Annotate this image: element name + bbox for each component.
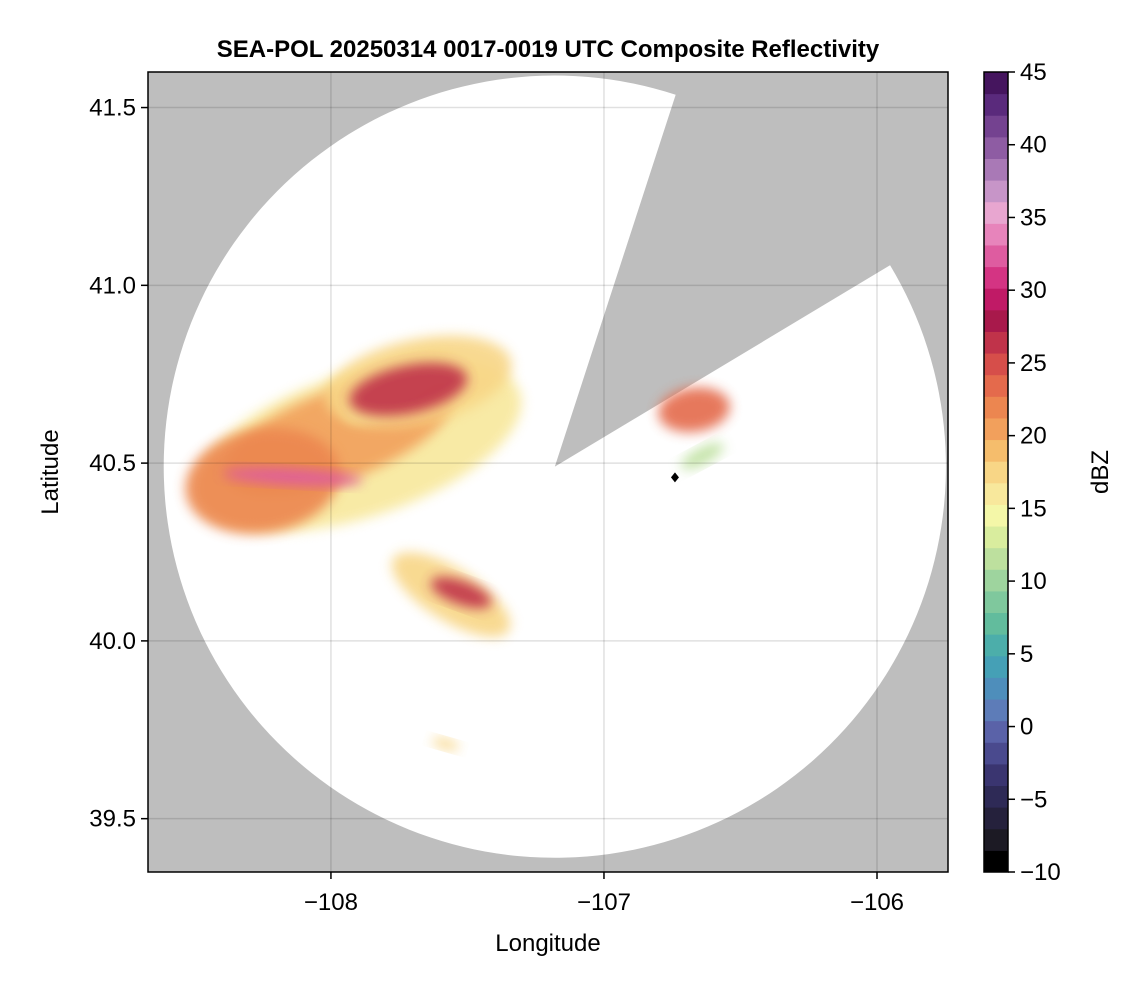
colorbar-segment	[984, 699, 1008, 722]
colorbar-tick-label: 15	[1020, 495, 1047, 522]
colorbar-tick-label: 5	[1020, 641, 1033, 668]
echo-cell-south-fragment	[432, 737, 460, 751]
colorbar-segment	[984, 828, 1008, 851]
colorbar-tick-label: 30	[1020, 277, 1047, 304]
colorbar-segment	[984, 180, 1008, 203]
echo-cell-north-core	[324, 335, 512, 427]
colorbar-label: dBZ	[1087, 450, 1114, 494]
y-tick-label: 40.0	[89, 628, 136, 655]
colorbar-segment	[984, 201, 1008, 224]
colorbar-segment	[984, 439, 1008, 462]
colorbar-segment	[984, 785, 1008, 808]
echo-cell-east-small	[680, 442, 724, 470]
echo-blob	[658, 387, 730, 433]
colorbar-tick-label: 35	[1020, 204, 1047, 231]
colorbar-segment	[984, 547, 1008, 570]
plot-frame	[147, 71, 949, 873]
plot-area	[148, 72, 948, 872]
y-tick-label: 40.5	[89, 450, 136, 477]
colorbar-segment	[984, 482, 1008, 505]
colorbar-segment	[984, 417, 1008, 441]
gridlines	[148, 72, 948, 872]
x-tick-label: −108	[304, 889, 358, 916]
colorbar-tick-label: 40	[1020, 132, 1047, 159]
colorbar-segment	[984, 396, 1008, 419]
colorbar-segment	[984, 590, 1008, 614]
colorbar-tick-label: 25	[1020, 350, 1047, 377]
colorbar-segment	[984, 655, 1008, 678]
colorbar-segment	[984, 850, 1008, 873]
echo-blob	[680, 442, 724, 470]
colorbar-segment	[984, 504, 1008, 527]
colorbar-segment	[984, 807, 1008, 830]
colorbar-segment	[984, 288, 1008, 311]
site-marker	[670, 472, 679, 483]
y-tick-label: 41.0	[89, 272, 136, 299]
x-tick-label: −107	[577, 889, 631, 916]
x-axis-label: Longitude	[495, 930, 600, 957]
echo-blob	[430, 576, 492, 609]
x-tick-label: −106	[850, 889, 904, 916]
colorbar-segment	[984, 244, 1008, 268]
colorbar-segment	[984, 136, 1008, 159]
colorbar-tick-label: −5	[1020, 786, 1047, 813]
echo-blob	[349, 362, 468, 416]
colorbar-segment	[984, 115, 1008, 138]
radar-site-marker	[670, 472, 679, 483]
echo-blob	[222, 468, 363, 486]
colorbar-segment	[984, 266, 1008, 289]
colorbar-axis: −10 −5 0 5 10 15 20 25 30 35 40 45	[1008, 59, 1061, 886]
colorbar-segment	[984, 634, 1008, 657]
colorbar-segment	[984, 158, 1008, 181]
colorbar-segment	[984, 677, 1008, 700]
reflectivity-echoes	[185, 335, 730, 751]
colorbar-segment	[984, 612, 1008, 635]
y-axis: 39.5 40.0 40.5 41.0 41.5	[89, 95, 148, 833]
colorbar-tick-label: 0	[1020, 714, 1033, 741]
colorbar-segment	[984, 461, 1008, 484]
colorbar	[984, 72, 1008, 873]
colorbar-tick-label: 10	[1020, 568, 1047, 595]
colorbar-segment	[984, 353, 1008, 376]
colorbar-tick-label: −10	[1020, 859, 1061, 886]
chart-title: SEA-POL 20250314 0017-0019 UTC Composite…	[217, 36, 880, 63]
colorbar-segment	[984, 374, 1008, 397]
colorbar-segment	[984, 93, 1008, 116]
echo-cell-south-arm	[391, 552, 511, 637]
colorbar-segment	[984, 720, 1008, 743]
colorbar-frame	[983, 71, 1009, 873]
x-axis: −108 −107 −106	[304, 872, 904, 916]
colorbar-segment	[984, 742, 1008, 765]
colorbar-segment	[984, 309, 1008, 332]
colorbar-segment	[984, 331, 1008, 354]
y-tick-label: 41.5	[89, 95, 136, 122]
echo-blob	[432, 737, 460, 751]
y-axis-label: Latitude	[37, 429, 64, 514]
y-tick-label: 39.5	[89, 806, 136, 833]
radar-coverage-area	[163, 75, 946, 858]
colorbar-segment	[984, 72, 1008, 95]
colorbar-segment	[984, 526, 1008, 549]
colorbar-segment	[984, 223, 1008, 246]
colorbar-segment	[984, 763, 1008, 787]
colorbar-tick-label: 20	[1020, 423, 1047, 450]
colorbar-tick-label: 45	[1020, 59, 1047, 86]
echo-cell-east-cell	[658, 387, 730, 433]
echo-cell-west-core	[185, 427, 363, 534]
colorbar-segment	[984, 569, 1008, 592]
